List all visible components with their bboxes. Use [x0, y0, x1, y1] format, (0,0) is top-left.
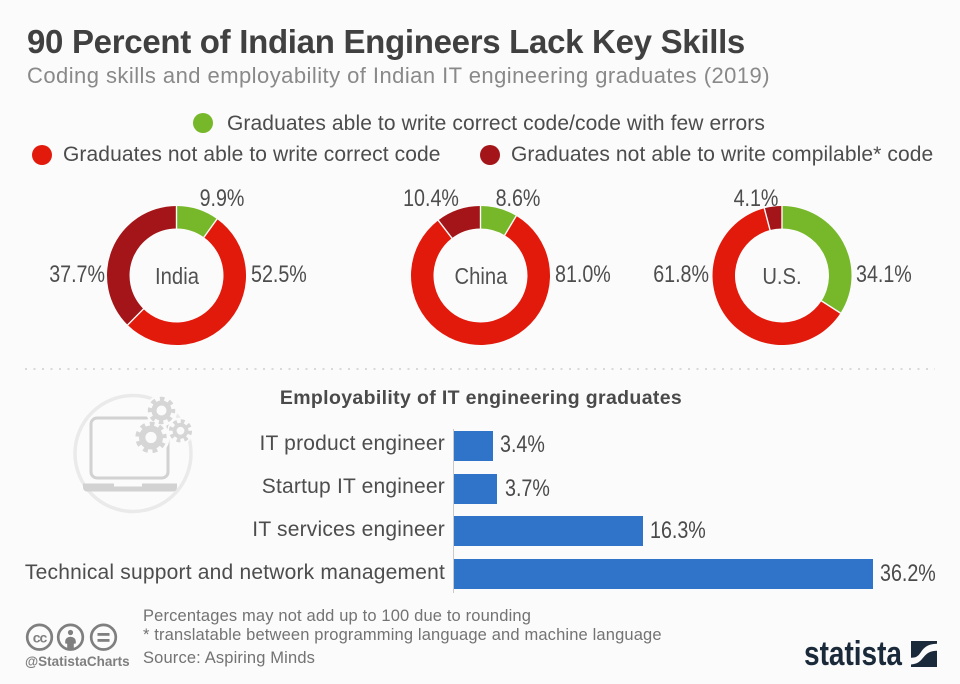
svg-text:@StatistaCharts: @StatistaCharts — [25, 654, 130, 669]
svg-text:cc: cc — [33, 630, 48, 646]
svg-text:statista: statista — [804, 635, 903, 672]
